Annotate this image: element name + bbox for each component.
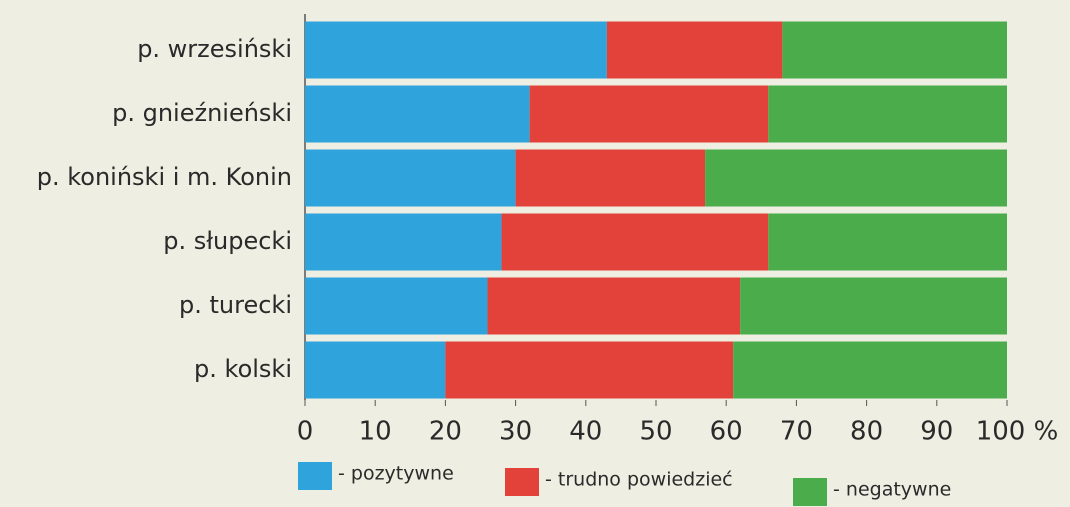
bar-segment: [768, 85, 1007, 143]
bar-segment: [501, 213, 769, 271]
x-tick-label: 30: [499, 417, 532, 447]
bar-segment: [768, 213, 1007, 271]
x-tick-label: 0: [297, 417, 314, 447]
category-label: p. kolski: [194, 355, 292, 383]
x-tick-label: 80: [850, 417, 883, 447]
legend-swatch: [793, 478, 827, 506]
x-tick-label: 90: [920, 417, 953, 447]
bar-segment: [305, 21, 607, 79]
bar-segment: [782, 21, 1007, 79]
x-tick-label: 70: [780, 417, 813, 447]
bar-segment: [445, 341, 734, 399]
x-tick-label: 40: [569, 417, 602, 447]
x-tick-label: 100 %: [976, 417, 1059, 447]
category-label: p. wrzesiński: [137, 35, 292, 63]
x-tick-label: 20: [429, 417, 462, 447]
category-label: p. gnieźnieński: [112, 99, 292, 127]
bar-segment: [606, 21, 783, 79]
bar-segment: [305, 85, 530, 143]
bar-segment: [705, 149, 1007, 207]
bar-segment: [529, 85, 769, 143]
legend-swatch: [298, 462, 332, 490]
legend-swatch: [505, 468, 539, 496]
bar-segment: [305, 277, 488, 335]
bar-segment: [487, 277, 741, 335]
bar-segment: [733, 341, 1007, 399]
category-label: p. słupecki: [163, 227, 292, 255]
legend-label: - pozytywne: [338, 463, 454, 485]
category-label: p. koniński i m. Konin: [37, 163, 292, 191]
bar-segment: [305, 341, 446, 399]
x-tick-label: 10: [359, 417, 392, 447]
category-label: p. turecki: [179, 291, 292, 319]
bar-segment: [740, 277, 1007, 335]
bar-segment: [515, 149, 706, 207]
x-tick-label: 50: [639, 417, 672, 447]
legend-label: - trudno powiedzieć: [545, 469, 733, 491]
legend-label: - negatywne: [833, 479, 951, 501]
bar-segment: [305, 213, 502, 271]
bar-segment: [305, 149, 516, 207]
x-tick-label: 60: [710, 417, 743, 447]
